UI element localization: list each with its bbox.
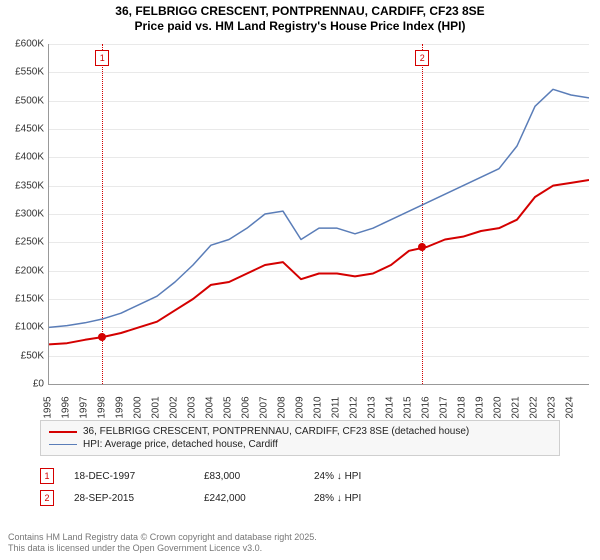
x-tick-label: 2007 — [259, 396, 270, 418]
series-svg — [49, 44, 589, 384]
marker-price-2: £242,000 — [204, 493, 294, 504]
series-line-hpi — [49, 89, 589, 327]
y-tick-label: £0 — [8, 379, 44, 390]
marker-delta-2: 28% ↓ HPI — [314, 493, 560, 504]
x-tick-label: 2012 — [349, 396, 360, 418]
y-tick-label: £100K — [8, 322, 44, 333]
x-tick-label: 2021 — [511, 396, 522, 418]
y-tick-label: £350K — [8, 180, 44, 191]
legend-row-price-paid: 36, FELBRIGG CRESCENT, PONTPRENNAU, CARD… — [49, 425, 551, 438]
x-tick-label: 2009 — [295, 396, 306, 418]
sale-marker-dot — [418, 243, 426, 251]
legend-label-hpi: HPI: Average price, detached house, Card… — [83, 439, 278, 450]
marker-price-1: £83,000 — [204, 471, 294, 482]
x-tick-label: 2015 — [403, 396, 414, 418]
x-tick-label: 2022 — [529, 396, 540, 418]
x-tick-label: 2019 — [475, 396, 486, 418]
y-tick-label: £250K — [8, 237, 44, 248]
x-tick-label: 2002 — [169, 396, 180, 418]
x-tick-label: 2016 — [421, 396, 432, 418]
series-line-price_paid — [49, 180, 589, 344]
x-tick-label: 1995 — [43, 396, 54, 418]
marker-row-2: 2 28-SEP-2015 £242,000 28% ↓ HPI — [40, 487, 560, 509]
x-tick-label: 2004 — [205, 396, 216, 418]
plot-region: 12 — [48, 44, 589, 385]
x-tick-label: 2023 — [547, 396, 558, 418]
y-tick-label: £500K — [8, 95, 44, 106]
marker-row-1: 1 18-DEC-1997 £83,000 24% ↓ HPI — [40, 465, 560, 487]
y-tick-label: £150K — [8, 294, 44, 305]
y-tick-label: £600K — [8, 39, 44, 50]
y-tick-label: £550K — [8, 67, 44, 78]
marker-date-1: 18-DEC-1997 — [74, 471, 184, 482]
x-tick-label: 1996 — [61, 396, 72, 418]
y-tick-label: £400K — [8, 152, 44, 163]
y-tick-label: £300K — [8, 209, 44, 220]
footer-line-1: Contains HM Land Registry data © Crown c… — [8, 532, 317, 543]
chart-area: 12 £0 £50K £100K £150K £200K £250K £300K £350K £… — [8, 44, 592, 414]
x-tick-label: 2024 — [565, 396, 576, 418]
x-tick-label: 2010 — [313, 396, 324, 418]
y-tick-label: £50K — [8, 350, 44, 361]
x-tick-label: 2006 — [241, 396, 252, 418]
x-tick-label: 1998 — [97, 396, 108, 418]
marker-delta-1: 24% ↓ HPI — [314, 471, 560, 482]
legend-swatch-price-paid — [49, 431, 77, 433]
x-tick-label: 2020 — [493, 396, 504, 418]
legend: 36, FELBRIGG CRESCENT, PONTPRENNAU, CARD… — [40, 420, 560, 456]
legend-label-price-paid: 36, FELBRIGG CRESCENT, PONTPRENNAU, CARD… — [83, 426, 469, 437]
x-tick-label: 2018 — [457, 396, 468, 418]
x-tick-label: 2008 — [277, 396, 288, 418]
x-tick-label: 2005 — [223, 396, 234, 418]
x-tick-label: 1997 — [79, 396, 90, 418]
chart-title-block: 36, FELBRIGG CRESCENT, PONTPRENNAU, CARD… — [0, 0, 600, 34]
sale-marker-dot — [98, 333, 106, 341]
footer-line-2: This data is licensed under the Open Gov… — [8, 543, 317, 554]
title-line-1: 36, FELBRIGG CRESCENT, PONTPRENNAU, CARD… — [0, 4, 600, 19]
x-tick-label: 2011 — [331, 397, 342, 419]
marker-box-1: 1 — [40, 468, 54, 484]
x-tick-label: 2003 — [187, 396, 198, 418]
legend-swatch-hpi — [49, 444, 77, 445]
x-tick-label: 2017 — [439, 396, 450, 418]
x-tick-label: 1999 — [115, 396, 126, 418]
y-tick-label: £200K — [8, 265, 44, 276]
x-tick-label: 2014 — [385, 396, 396, 418]
sale-marker-table: 1 18-DEC-1997 £83,000 24% ↓ HPI 2 28-SEP… — [40, 465, 560, 509]
x-tick-label: 2001 — [151, 396, 162, 418]
title-line-2: Price paid vs. HM Land Registry's House … — [0, 19, 600, 34]
y-tick-label: £450K — [8, 124, 44, 135]
marker-date-2: 28-SEP-2015 — [74, 493, 184, 504]
legend-row-hpi: HPI: Average price, detached house, Card… — [49, 438, 551, 451]
marker-box-2: 2 — [40, 490, 54, 506]
footer-attribution: Contains HM Land Registry data © Crown c… — [8, 532, 317, 554]
x-tick-label: 2013 — [367, 396, 378, 418]
x-tick-label: 2000 — [133, 396, 144, 418]
